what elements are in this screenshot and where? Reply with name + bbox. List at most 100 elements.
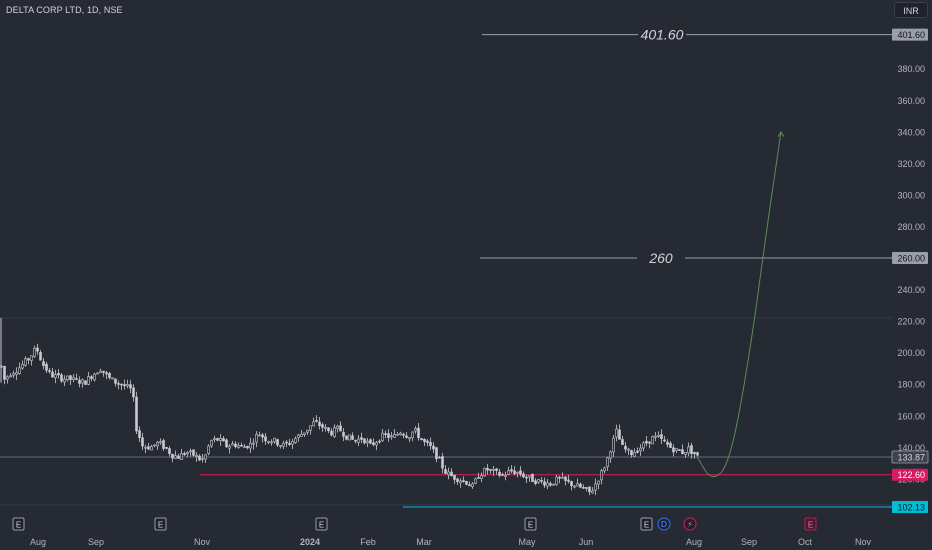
candle-body: [45, 363, 48, 371]
projection-curve[interactable]: [696, 131, 782, 478]
candle-body: [219, 438, 222, 442]
candle-body: [501, 474, 504, 476]
candle-body: [258, 434, 261, 437]
candle-body: [636, 450, 639, 453]
candle-body: [456, 478, 459, 482]
candle-body: [375, 442, 378, 446]
split-marker-label: ⚡: [687, 520, 693, 529]
earnings-marker[interactable]: [804, 517, 817, 531]
candle-body: [294, 438, 297, 443]
candle-body: [192, 449, 195, 456]
candle-body: [240, 445, 243, 447]
price-axis-label[interactable]: [891, 450, 929, 464]
candle-body: [165, 446, 168, 449]
candle-body: [279, 445, 282, 447]
candle-body: [654, 435, 657, 438]
symbol-title[interactable]: DELTA CORP LTD, 1D, NSE: [6, 5, 123, 15]
candle-body: [675, 448, 678, 451]
earnings-marker[interactable]: [12, 517, 25, 531]
candle-body: [108, 373, 111, 378]
split-marker[interactable]: [683, 517, 697, 531]
candle-body: [333, 427, 336, 437]
candle-body: [336, 425, 339, 429]
candle-body: [27, 358, 30, 361]
candle-body: [366, 440, 369, 444]
earnings-marker[interactable]: [524, 517, 537, 531]
candle-body: [273, 437, 276, 443]
candle-body: [225, 439, 228, 448]
candle-body: [48, 370, 51, 372]
candle-body: [522, 473, 525, 478]
candle-body: [18, 367, 21, 374]
candle-body: [186, 452, 189, 455]
candle-body: [504, 474, 507, 477]
candle-body: [435, 447, 438, 460]
candle-body: [453, 474, 456, 480]
price-axis-label[interactable]: [892, 501, 928, 514]
x-tick-label: Jun: [579, 537, 594, 547]
candle-body: [567, 479, 570, 482]
y-tick-label: 320.00: [897, 159, 925, 169]
candle-body: [642, 442, 645, 449]
candle-body: [354, 439, 357, 442]
price-axis-label[interactable]: [892, 252, 928, 264]
currency-selector[interactable]: INR: [894, 2, 928, 18]
earnings-marker-label: E: [319, 521, 324, 530]
candle-body: [405, 435, 408, 438]
candle-body: [144, 446, 147, 449]
candle-body: [471, 483, 474, 487]
candle-body: [378, 440, 381, 443]
candle-body: [57, 372, 60, 376]
candle-body: [327, 427, 330, 432]
candle-body: [573, 485, 576, 488]
candle-body: [564, 476, 567, 481]
candle-body: [420, 438, 423, 441]
candle-body: [681, 449, 684, 454]
candle-body: [519, 470, 522, 475]
price-axis-label[interactable]: [892, 28, 928, 41]
price-axis-label-text: 401.60: [897, 30, 925, 40]
candle-body: [477, 477, 480, 479]
y-tick-label: 340.00: [897, 127, 925, 137]
candle-body: [381, 432, 384, 442]
candle-body: [687, 446, 690, 454]
candle-body: [480, 475, 483, 479]
candle-body: [63, 378, 66, 383]
candle-body: [117, 383, 120, 385]
earnings-marker-label: E: [808, 521, 813, 530]
y-tick-label: 380.00: [897, 64, 925, 74]
candle-body: [339, 425, 342, 432]
candle-body: [180, 453, 183, 460]
candle-body: [162, 440, 165, 449]
candle-body: [129, 384, 132, 389]
y-tick-label: 280.00: [897, 222, 925, 232]
candle-body: [261, 434, 264, 438]
candle-body: [558, 476, 561, 479]
candle-body: [624, 445, 627, 450]
candle-body: [645, 440, 648, 444]
candle-body: [672, 447, 675, 453]
candle-body: [228, 445, 231, 449]
candle-body: [303, 432, 306, 435]
candle-body: [657, 435, 660, 437]
candle-body: [81, 379, 84, 384]
candle-body: [648, 441, 651, 444]
candle-body: [237, 445, 240, 448]
x-tick-label: Oct: [798, 537, 813, 547]
earnings-marker[interactable]: [315, 517, 328, 531]
candle-body: [528, 475, 531, 478]
candle-body: [612, 437, 615, 453]
candle-body: [246, 445, 249, 449]
candle-body: [270, 441, 273, 444]
candle-body: [561, 477, 564, 479]
candle-body: [630, 450, 633, 456]
dividend-marker[interactable]: [657, 517, 671, 531]
candle-body: [390, 435, 393, 438]
earnings-marker[interactable]: [154, 517, 167, 531]
candle-body: [486, 467, 489, 471]
earnings-marker[interactable]: [640, 517, 653, 531]
price-axis-label-text: 102.13: [897, 503, 925, 513]
candle-body: [243, 446, 246, 448]
price-axis-label[interactable]: [892, 468, 928, 481]
